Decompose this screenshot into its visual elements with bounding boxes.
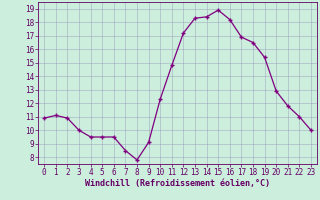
X-axis label: Windchill (Refroidissement éolien,°C): Windchill (Refroidissement éolien,°C) bbox=[85, 179, 270, 188]
